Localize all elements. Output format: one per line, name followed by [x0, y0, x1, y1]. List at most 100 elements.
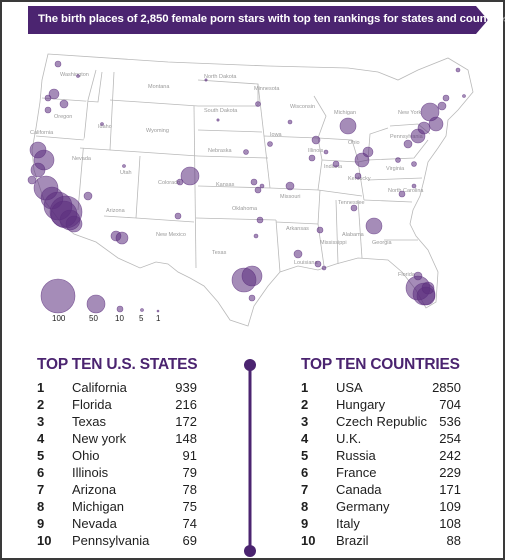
state-label: Idaho: [98, 124, 112, 130]
us-states: [31, 53, 474, 327]
rank: 10: [37, 533, 52, 548]
bubble-legend: [40, 278, 160, 314]
table-row: 7 Arizona 78: [37, 482, 197, 499]
country-name: Brazil: [336, 533, 369, 548]
rank: 4: [37, 431, 45, 446]
table-row: 2 Hungary 704: [301, 397, 461, 414]
rank: 8: [301, 499, 309, 514]
country-name: Russia: [336, 448, 376, 463]
state-name: Texas: [72, 414, 106, 429]
count: 79: [182, 465, 197, 480]
bubble-kansas: [254, 186, 262, 194]
state-labels: Washington Oregon Idaho Montana Wyoming …: [30, 72, 424, 278]
legend-bubble-5: [140, 308, 144, 312]
bubble-west-virginia: [395, 157, 401, 163]
count: 242: [439, 448, 461, 463]
bubble-louisiana: [321, 265, 327, 271]
state-label: Illinois: [308, 148, 324, 154]
table-row: 8 Michigan 75: [37, 499, 197, 516]
rank: 7: [301, 482, 309, 497]
table-row: 10 Brazil 88: [301, 533, 461, 550]
rank: 7: [37, 482, 45, 497]
count: 108: [439, 516, 461, 531]
country-name: Italy: [336, 516, 360, 531]
bubble-south-dakota: [216, 118, 220, 122]
title-banner: The birth places of 2,850 female porn st…: [28, 6, 505, 34]
rank: 5: [301, 448, 309, 463]
bubble-louisiana: [314, 260, 322, 268]
legend-bubble-10: [116, 305, 124, 313]
legend-label-10: 10: [115, 314, 124, 323]
country-name: U.K.: [336, 431, 362, 446]
table-divider: [244, 359, 256, 557]
count: 109: [439, 499, 461, 514]
state-label: North Carolina: [388, 188, 424, 194]
bubble-georgia: [365, 217, 383, 235]
countries-table-title: TOP TEN COUNTRIES: [301, 356, 460, 373]
country-name: Canada: [336, 482, 382, 497]
bubble-new-mexico: [174, 212, 182, 220]
table-row: 6 Illinois 79: [37, 465, 197, 482]
table-row: 5 Russia 242: [301, 448, 461, 465]
country-name: Czech Republic: [336, 414, 428, 429]
bubble-indiana: [332, 160, 340, 168]
table-row: 4 New york 148: [37, 431, 197, 448]
states-table-title: TOP TEN U.S. STATES: [37, 356, 198, 373]
state-label: Indiana: [324, 164, 343, 170]
count: 2850: [432, 380, 461, 395]
bubble-colorado: [176, 178, 184, 186]
legend-label-1: 1: [156, 314, 161, 323]
table-row: 4 U.K. 254: [301, 431, 461, 448]
state-name: California: [72, 380, 127, 395]
table-row: 9 Italy 108: [301, 516, 461, 533]
table-row: 2 Florida 216: [37, 397, 197, 414]
bubble-texas: [241, 265, 263, 287]
rank: 8: [37, 499, 45, 514]
state-label: Virginia: [386, 166, 405, 172]
state-label: Arkansas: [286, 226, 309, 232]
state-label: Montana: [148, 84, 170, 90]
count: 88: [446, 533, 461, 548]
rank: 6: [37, 465, 45, 480]
state-name: Ohio: [72, 448, 100, 463]
bubble-nevada: [83, 191, 93, 201]
count: 75: [182, 499, 197, 514]
state-label: Washington: [60, 72, 89, 78]
legend-bubble-50: [86, 294, 106, 314]
table-row: 3 Texas 172: [37, 414, 197, 431]
rank: 2: [37, 397, 45, 412]
us-map: Washington Oregon Idaho Montana Wyoming …: [27, 53, 474, 327]
rank: 10: [301, 533, 316, 548]
country-name: Germany: [336, 499, 390, 514]
bubble-illinois: [311, 135, 321, 145]
legend-bubble-1: [156, 309, 160, 313]
state-label: Utah: [120, 170, 132, 176]
count: 939: [175, 380, 197, 395]
bubble-maine: [455, 67, 461, 73]
count: 74: [182, 516, 197, 531]
page-title: The birth places of 2,850 female porn st…: [38, 13, 505, 25]
state-label: Nebraska: [208, 148, 232, 154]
bubble-louisiana: [293, 249, 303, 259]
bubble-kansas: [259, 183, 265, 189]
state-label: South Dakota: [204, 108, 238, 114]
state-label: Minnesota: [254, 86, 280, 92]
bubble-north-carolina: [398, 190, 406, 198]
table-row: 1 California 939: [37, 380, 197, 397]
count: 229: [439, 465, 461, 480]
bubble-colorado: [180, 166, 200, 186]
table-row: 8 Germany 109: [301, 499, 461, 516]
state-name: New york: [72, 431, 127, 446]
table-row: 3 Czech Republic 536: [301, 414, 461, 431]
bubble-michigan: [339, 117, 357, 135]
state-name: Florida: [72, 397, 112, 412]
bubble-oregon: [59, 99, 69, 109]
bubble-california: [65, 215, 83, 233]
count: 78: [182, 482, 197, 497]
rank: 3: [37, 414, 45, 429]
state-label: Louisiana: [294, 260, 318, 266]
bubble-nebraska: [243, 149, 249, 155]
birthplace-bubbles: [27, 60, 466, 306]
count: 536: [439, 414, 461, 429]
